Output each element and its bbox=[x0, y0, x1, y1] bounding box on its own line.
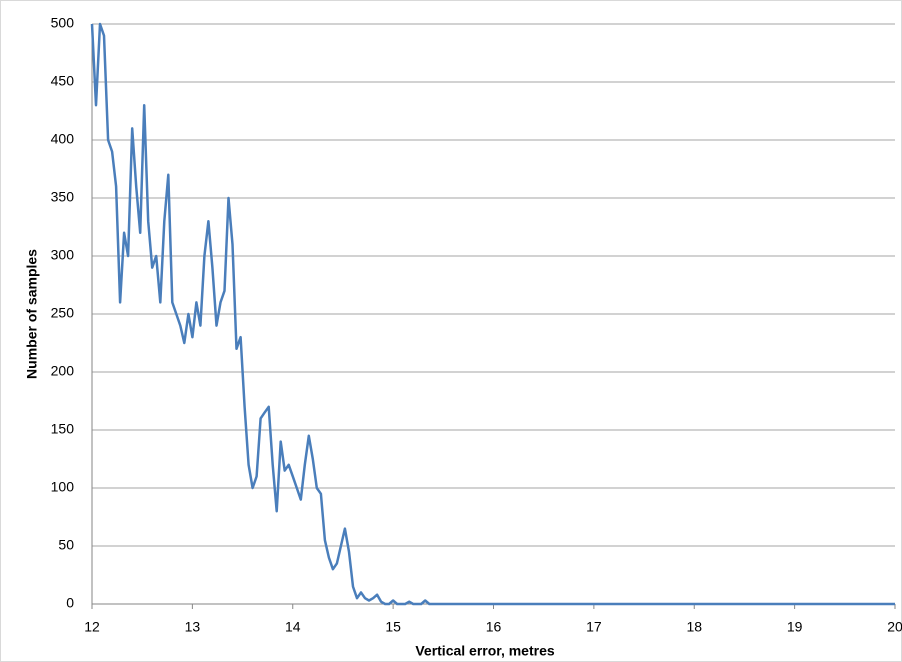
y-tick-label: 250 bbox=[51, 305, 75, 321]
x-tick-label: 19 bbox=[787, 619, 803, 635]
x-axis-title: Vertical error, metres bbox=[415, 643, 555, 659]
y-tick-label: 200 bbox=[51, 363, 75, 379]
x-tick-label: 17 bbox=[586, 619, 602, 635]
y-tick-label: 350 bbox=[51, 189, 75, 205]
y-tick-label: 450 bbox=[51, 73, 75, 89]
y-tick-label: 0 bbox=[66, 595, 74, 611]
x-tick-label: 16 bbox=[486, 619, 502, 635]
y-tick-label: 400 bbox=[51, 131, 75, 147]
y-tick-label: 300 bbox=[51, 247, 75, 263]
data-line bbox=[90, 22, 895, 606]
x-tick-label: 20 bbox=[887, 619, 902, 635]
y-tick-label: 50 bbox=[58, 537, 74, 553]
y-axis-title: Number of samples bbox=[24, 249, 40, 379]
x-tick-label: 12 bbox=[84, 619, 100, 635]
y-tick-label: 150 bbox=[51, 421, 75, 437]
x-tick-label: 13 bbox=[185, 619, 201, 635]
x-tick-label: 18 bbox=[686, 619, 702, 635]
x-tick-label: 15 bbox=[385, 619, 401, 635]
y-tick-label: 100 bbox=[51, 479, 75, 495]
x-tick-label: 14 bbox=[285, 619, 301, 635]
y-tick-label: 500 bbox=[51, 15, 75, 31]
